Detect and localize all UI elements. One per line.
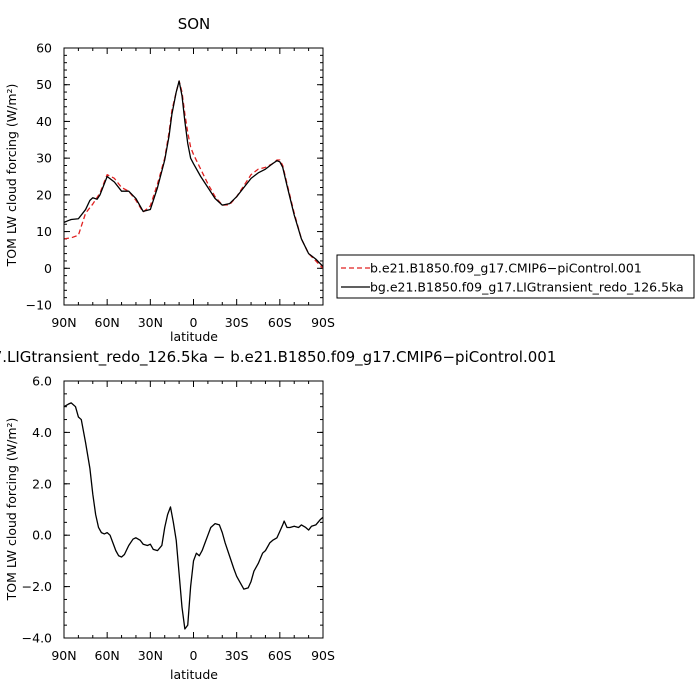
bottom-panel: bg.e21.B1850.f09_g17.LIGtransient_redo_1…	[0, 348, 556, 682]
legend-box	[336, 254, 695, 299]
top-panel: SON TOM LW cloud forcing (W/m²) latitude…	[4, 15, 335, 344]
top-x-tick-label: 0	[190, 315, 198, 330]
top-axis-ticks: 90N 60N 30N 0 30S 60S 90S −10 0 10 20 30 40 50 60	[26, 41, 335, 331]
bottom-x-tick-label: 30S	[225, 648, 249, 663]
top-x-tick-label: 60N	[95, 315, 120, 330]
bottom-x-tick-label: 30N	[138, 648, 163, 663]
top-y-tick-label: 30	[36, 151, 52, 166]
bottom-x-axis-label: latitude	[170, 667, 218, 682]
legend: b.e21.B1850.f09_g17.CMIP6−piControl.001 …	[336, 254, 695, 299]
bottom-x-tick-label: 90S	[311, 648, 335, 663]
bottom-y-tick-label: 6.0	[32, 374, 52, 389]
top-y-tick-label: 0	[44, 261, 52, 276]
top-y-axis-label: TOM LW cloud forcing (W/m²)	[4, 84, 19, 268]
top-y-tick-label: 40	[36, 114, 52, 129]
bottom-y-axis-label: TOM LW cloud forcing (W/m²)	[4, 418, 19, 602]
top-plot-frame	[63, 47, 324, 306]
bottom-axis-ticks: 90N 60N 30N 0 30S 60S 90S −4.0 −2.0 0.0 2.0 4.0 6.0	[22, 374, 335, 664]
top-y-tick-label: 10	[36, 224, 52, 239]
bottom-x-tick-label: 0	[190, 648, 198, 663]
top-y-tick-label: −10	[26, 298, 52, 313]
bottom-y-tick-label: −2.0	[22, 579, 52, 594]
bottom-x-tick-label: 60N	[95, 648, 120, 663]
top-y-tick-label: 20	[36, 187, 52, 202]
top-y-tick-label: 50	[36, 77, 52, 92]
top-x-tick-label: 90S	[311, 315, 335, 330]
bottom-y-tick-label: 2.0	[32, 476, 52, 491]
legend-label-picontrol: b.e21.B1850.f09_g17.CMIP6−piControl.001	[370, 261, 642, 276]
top-y-tick-label: 60	[36, 41, 52, 56]
bottom-y-tick-label: 4.0	[32, 425, 52, 440]
bottom-chart-title: bg.e21.B1850.f09_g17.LIGtransient_redo_1…	[0, 348, 556, 367]
top-series-line-1	[63, 80, 324, 269]
bottom-plot-frame	[63, 380, 324, 639]
top-x-tick-label: 90N	[51, 315, 76, 330]
legend-label-ligtransient: bg.e21.B1850.f09_g17.LIGtransient_redo_1…	[370, 280, 684, 295]
top-chart-title: SON	[178, 15, 211, 33]
top-x-tick-label: 30S	[225, 315, 249, 330]
top-x-tick-label: 60S	[268, 315, 292, 330]
top-series-line-2	[63, 80, 324, 267]
bottom-series-line-1	[63, 402, 324, 630]
top-x-axis-label: latitude	[170, 329, 218, 344]
bottom-y-tick-label: −4.0	[22, 631, 52, 646]
bottom-y-tick-label: 0.0	[32, 528, 52, 543]
bottom-x-tick-label: 90N	[51, 648, 76, 663]
bottom-series-lines	[63, 402, 324, 630]
bottom-x-tick-label: 60S	[268, 648, 292, 663]
top-series-lines	[63, 80, 324, 269]
top-x-tick-label: 30N	[138, 315, 163, 330]
